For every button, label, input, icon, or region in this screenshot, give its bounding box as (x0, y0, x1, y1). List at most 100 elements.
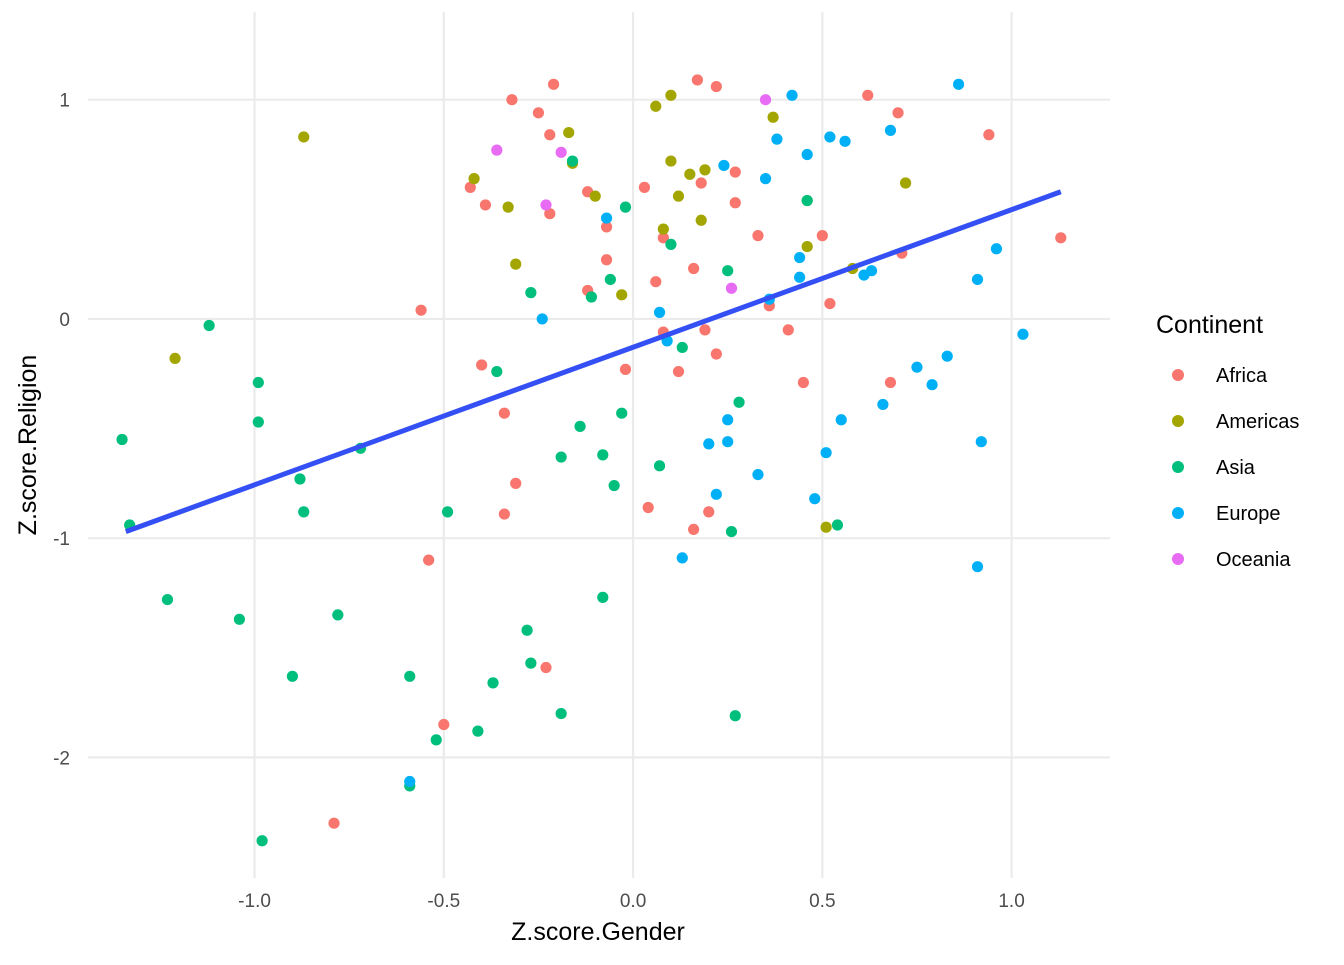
data-point-asia (597, 591, 609, 603)
data-point-europe (971, 273, 984, 286)
data-point-asia (676, 341, 688, 354)
data-point-africa (650, 276, 662, 288)
data-point-africa (506, 94, 518, 106)
data-point-europe (710, 488, 722, 500)
data-point-europe (536, 313, 548, 325)
data-point-asia (256, 835, 268, 847)
x-tick-label: -0.5 (427, 891, 460, 912)
data-point-asia (430, 734, 442, 746)
x-tick-label: 0.0 (620, 891, 646, 912)
data-point-africa (642, 501, 654, 514)
data-point-asia (574, 420, 586, 432)
trend-line (124, 189, 1062, 534)
data-point-africa (476, 359, 488, 371)
data-point-europe (990, 243, 1003, 255)
data-point-asia (555, 451, 567, 463)
data-point-asia (491, 365, 503, 378)
x-tick-label: 0.5 (809, 891, 835, 912)
data-point-asia (604, 273, 616, 286)
data-point-americas (665, 89, 677, 101)
data-point-europe (835, 414, 847, 426)
data-point-africa (699, 324, 711, 336)
data-point-europe (884, 124, 897, 136)
data-point-asia (116, 433, 128, 446)
data-point-africa (328, 817, 340, 829)
data-point-americas (801, 240, 813, 253)
data-point-asia (472, 725, 484, 737)
data-point-asia (252, 376, 264, 389)
data-point-africa (862, 89, 874, 101)
data-point-asia (203, 319, 215, 332)
gridlines (88, 12, 1110, 878)
legend-key-africa (1172, 369, 1184, 381)
legend-label-africa: Africa (1216, 365, 1268, 387)
legend-title: Continent (1156, 311, 1263, 339)
data-point-europe (824, 131, 836, 143)
data-point-africa (600, 221, 613, 233)
data-point-africa (547, 78, 560, 90)
y-axis-title: Z.score.Religion (14, 355, 42, 536)
data-point-americas (169, 352, 181, 364)
data-point-africa (532, 107, 545, 119)
data-point-europe (911, 361, 923, 373)
data-point-europe (820, 447, 832, 459)
data-point-asia (619, 201, 632, 213)
data-point-africa (1055, 232, 1067, 244)
data-point-africa (710, 80, 722, 93)
data-point-americas (589, 190, 601, 202)
data-point-europe (952, 78, 965, 90)
data-point-americas (650, 100, 662, 112)
data-point-asia (161, 593, 174, 606)
data-point-americas (699, 164, 711, 176)
data-point-oceania (491, 144, 503, 156)
data-point-africa (638, 181, 651, 193)
data-point-africa (797, 376, 810, 389)
data-point-oceania (540, 199, 552, 211)
data-point-asia (653, 460, 666, 472)
data-point-africa (498, 508, 510, 520)
data-point-americas (468, 173, 480, 185)
data-point-africa (729, 166, 741, 178)
data-point-europe (941, 350, 953, 362)
legend-label-europe: Europe (1216, 503, 1281, 525)
data-point-europe (975, 436, 987, 448)
data-point-americas (616, 289, 628, 301)
data-point-europe (404, 775, 416, 788)
data-point-americas (563, 126, 575, 139)
data-point-europe (703, 438, 715, 450)
data-point-europe (752, 468, 764, 481)
data-point-africa (464, 181, 476, 193)
x-axis-title: Z.score.Gender (511, 918, 685, 946)
data-point-asia (585, 291, 598, 303)
data-point-europe (877, 398, 889, 411)
data-point-africa (540, 661, 552, 674)
data-point-americas (298, 131, 310, 143)
data-points (116, 74, 1067, 847)
data-point-asia (525, 657, 537, 669)
data-point-europe (653, 306, 666, 318)
data-point-asia (298, 506, 310, 518)
data-point-africa (479, 199, 492, 211)
data-point-europe (759, 173, 772, 185)
data-point-asia (597, 449, 609, 461)
data-point-europe (865, 265, 878, 277)
legend: Continent Africa Americas Asia Europe Oceani… (1156, 311, 1299, 571)
data-point-europe (809, 493, 821, 505)
data-point-oceania (555, 146, 567, 158)
data-point-europe (839, 135, 851, 147)
data-point-asia (733, 396, 745, 408)
data-point-americas (672, 190, 685, 202)
data-point-asia (521, 624, 533, 636)
trend-line-layer (124, 189, 1062, 534)
legend-label-oceania: Oceania (1216, 549, 1291, 571)
data-point-asia (404, 670, 416, 682)
data-point-europe (771, 133, 783, 145)
data-point-europe (801, 148, 813, 161)
data-point-europe (794, 271, 806, 283)
data-point-africa (672, 365, 685, 378)
data-point-oceania (725, 282, 738, 294)
data-point-asia (525, 287, 537, 299)
x-tick-label: -1.0 (238, 891, 271, 912)
data-point-americas (900, 177, 912, 189)
data-point-africa (600, 254, 613, 266)
